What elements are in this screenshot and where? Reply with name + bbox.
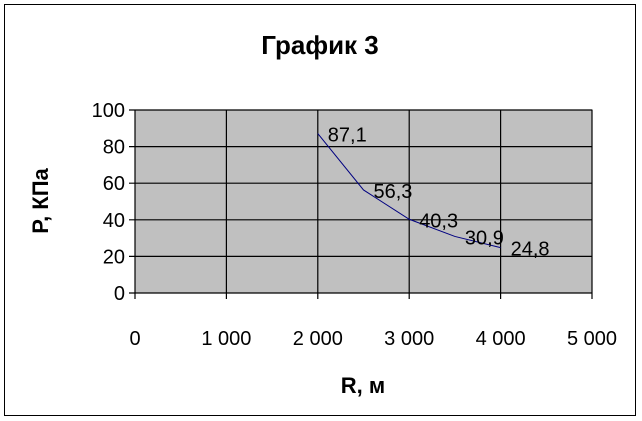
data-label: 56,3 <box>374 181 413 203</box>
x-tick-label: 4 000 <box>476 328 526 350</box>
x-tick-label: 2 000 <box>293 328 343 350</box>
y-tick-label: 40 <box>103 210 125 232</box>
y-tick-label: 0 <box>114 283 125 305</box>
x-tick-label: 5 000 <box>567 328 617 350</box>
y-tick-label: 20 <box>103 246 125 268</box>
series-line <box>317 133 501 249</box>
x-tick-label: 0 <box>129 328 140 350</box>
y-tick-label: 60 <box>103 173 125 195</box>
data-label: 30,9 <box>465 227 504 249</box>
y-axis-label: P, КПа <box>28 167 53 233</box>
chart-title: График 3 <box>261 30 379 60</box>
data-label: 24,8 <box>511 239 550 261</box>
y-tick-label: 100 <box>92 100 125 122</box>
x-tick-label: 3 000 <box>384 328 434 350</box>
data-label: 87,1 <box>328 125 367 147</box>
x-tick-label: 1 000 <box>201 328 251 350</box>
y-tick-label: 80 <box>103 137 125 159</box>
plot-area <box>134 109 593 294</box>
data-label: 40,3 <box>419 210 458 232</box>
x-axis-label: R, м <box>341 373 385 398</box>
